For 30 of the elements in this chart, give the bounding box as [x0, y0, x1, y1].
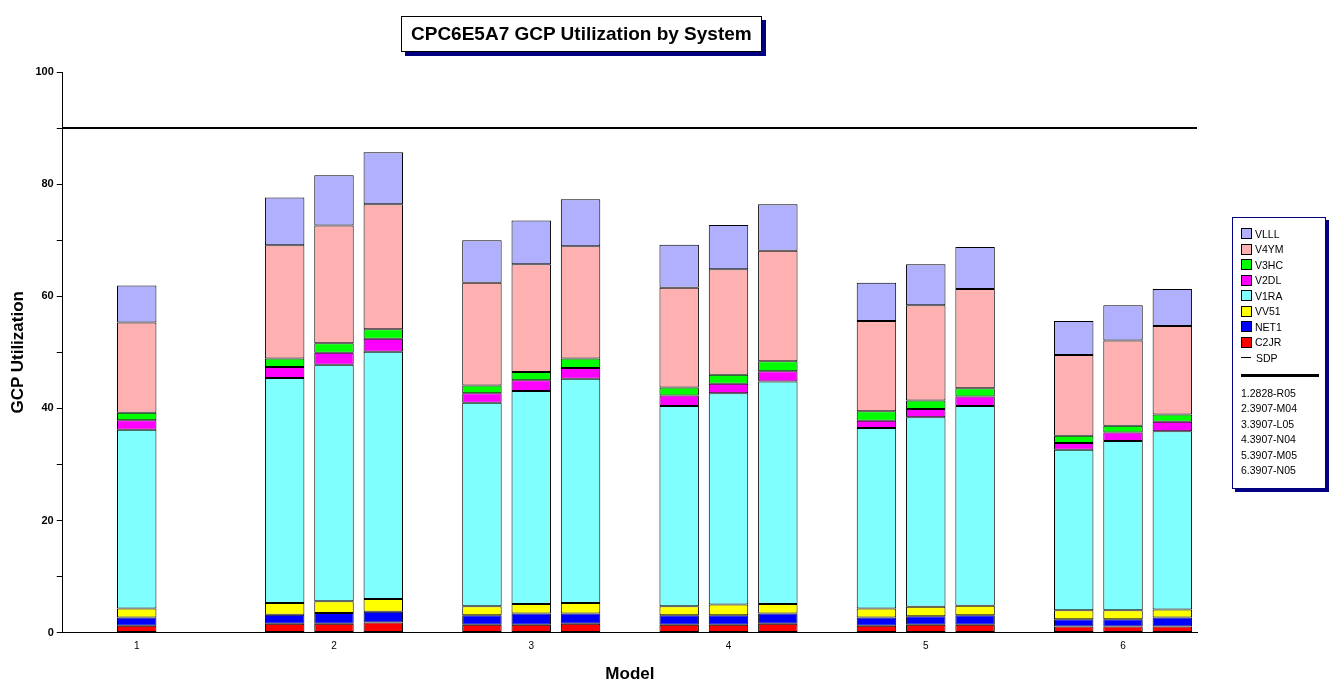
x-tick-label: 6: [1120, 640, 1127, 652]
y-tick-label: 20: [41, 513, 54, 526]
legend-label: SDP: [1256, 351, 1278, 364]
x-tick-label: 2: [331, 640, 338, 652]
chart-title: CPC6E5A7 GCP Utilization by System: [401, 16, 762, 52]
text: 2.3907-M04: [1241, 402, 1299, 416]
legend-label: V3HC: [1255, 258, 1284, 271]
text: 3.3907-L05: [1241, 417, 1296, 432]
legend-label: NET1: [1255, 320, 1282, 333]
text: 4.3907-N04: [1241, 433, 1297, 447]
legend-label: VV51: [1255, 305, 1281, 318]
x-tick-label: 3: [528, 640, 535, 652]
legend-label: V4YM: [1255, 243, 1284, 256]
x-tick-label: 5: [922, 640, 929, 652]
legend-label: VLLL: [1255, 227, 1280, 240]
x-tick-label: 4: [725, 640, 732, 652]
x-tick-label: 1: [133, 640, 140, 652]
text: 1.2828-R05: [1241, 386, 1297, 401]
text: 5.3907-M05: [1241, 448, 1299, 463]
y-tick-label: 40: [41, 401, 54, 414]
y-axis-title: GCP Utilization: [7, 291, 27, 414]
legend-label: V2DL: [1255, 274, 1282, 287]
text: 6.3907-N05: [1241, 464, 1297, 478]
y-tick-label: 60: [41, 289, 54, 302]
x-axis-title: Model: [605, 664, 655, 684]
y-tick-label: 100: [35, 65, 54, 78]
y-tick-label: 80: [41, 177, 54, 190]
y-tick-label: 0: [47, 625, 54, 638]
legend-label: V1RA: [1255, 289, 1283, 302]
legend-label: C2JR: [1255, 336, 1282, 349]
